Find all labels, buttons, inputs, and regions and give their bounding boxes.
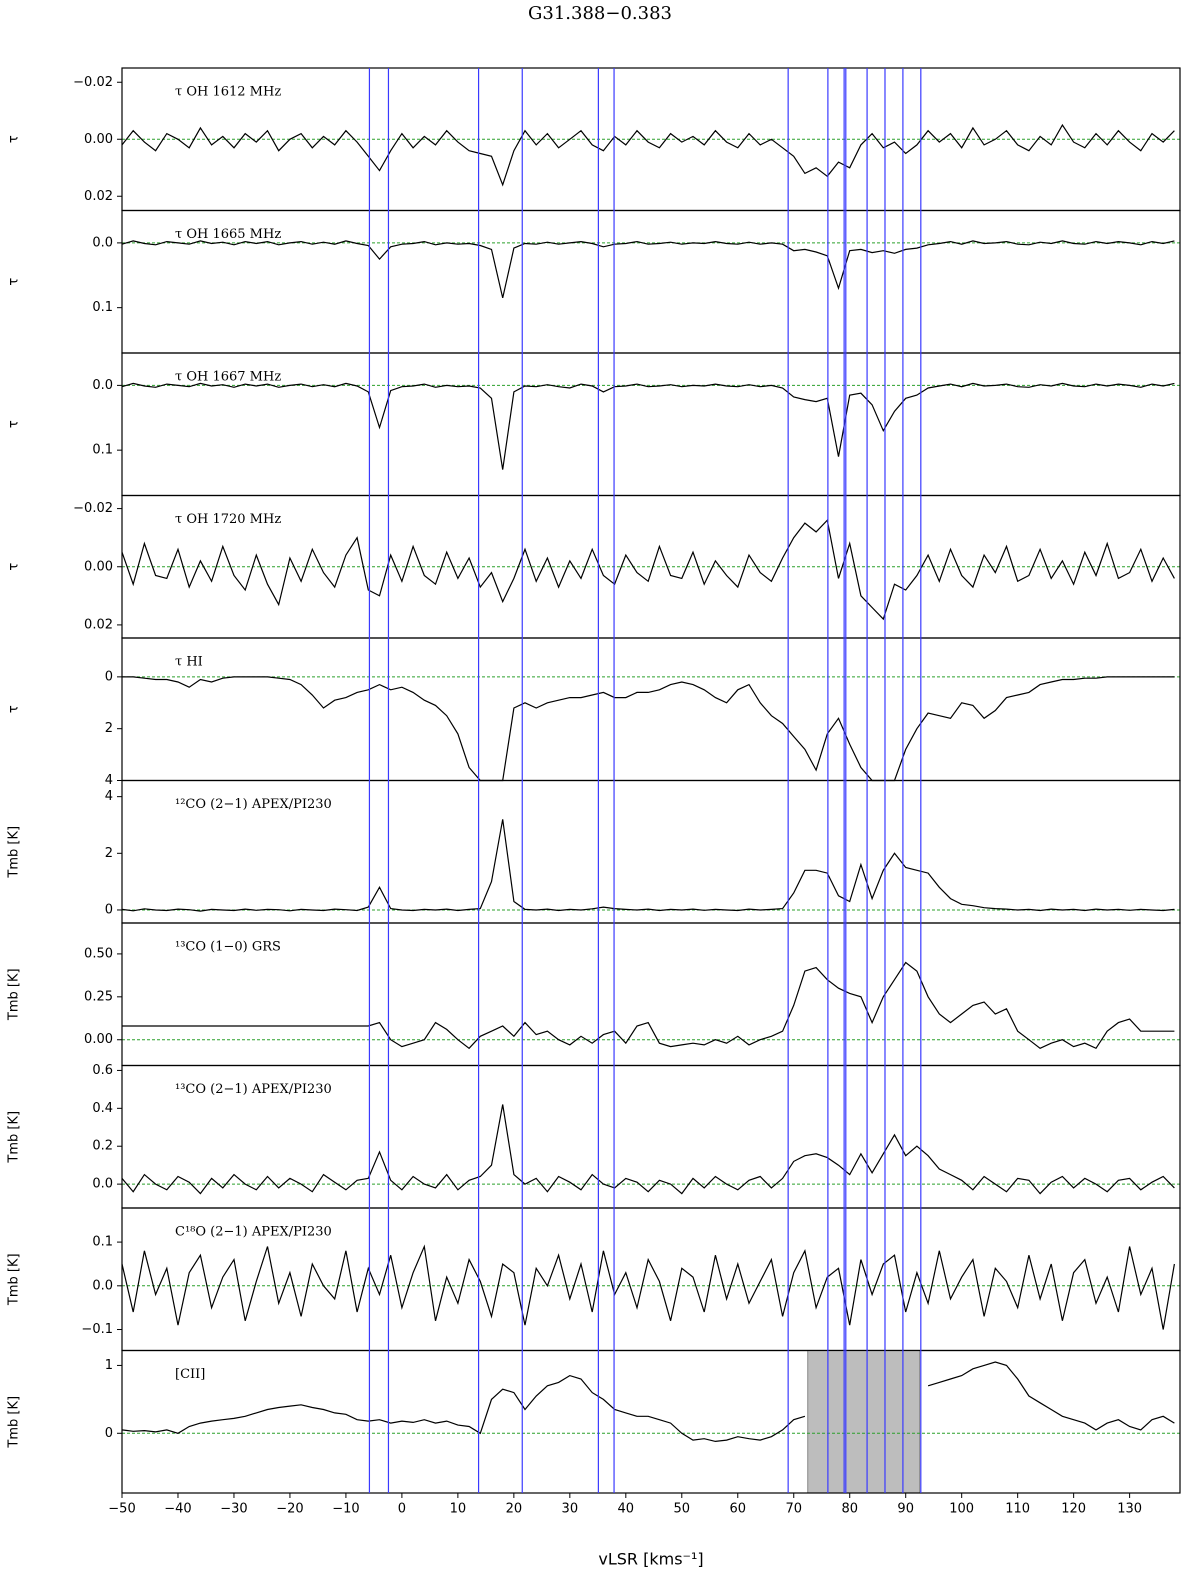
x-tick-label: 110 (1005, 1502, 1030, 1517)
y-axis-label: Tmb [K] (7, 1253, 22, 1306)
x-tick-label: −20 (276, 1502, 303, 1517)
y-tick-label: 0.6 (92, 1063, 113, 1078)
panel-label: ¹²CO (2−1) APEX/PI230 (175, 797, 332, 812)
spectrum (121, 240, 1175, 299)
y-tick-label: 0.1 (92, 443, 113, 458)
y-tick-label: 0.25 (84, 989, 113, 1004)
spectrum (122, 961, 1175, 1050)
x-tick-label: 10 (450, 1502, 467, 1517)
x-tick-label: 70 (785, 1502, 802, 1517)
y-tick-label: 0.00 (84, 132, 113, 147)
y-tick-label: −0.02 (73, 501, 113, 516)
x-tick-label: −50 (108, 1502, 135, 1517)
y-tick-label: 0.00 (84, 1032, 113, 1047)
panel-label: τ OH 1720 MHz (175, 512, 281, 527)
spectrum (121, 1104, 1175, 1195)
x-tick-label: 100 (949, 1502, 974, 1517)
spectrum (121, 123, 1175, 187)
panel-frame (121, 637, 1181, 782)
y-tick-label: 0.0 (92, 1177, 113, 1192)
y-tick-label: 0.00 (84, 559, 113, 574)
y-tick-label: 0.02 (84, 617, 113, 632)
y-tick-label: 4 (105, 773, 113, 788)
y-tick-label: 0.1 (92, 1235, 113, 1250)
x-tick-label: 60 (729, 1502, 746, 1517)
y-tick-label: −0.1 (81, 1322, 113, 1337)
x-tick-label: 80 (841, 1502, 858, 1517)
y-axis-label: Tmb [K] (7, 826, 22, 879)
x-tick-label: 0 (398, 1502, 406, 1517)
x-tick-label: 130 (1117, 1502, 1142, 1517)
y-tick-label: 0.02 (84, 189, 113, 204)
x-tick-label: −30 (220, 1502, 247, 1517)
x-tick-label: −40 (164, 1502, 191, 1517)
y-axis-label: τ (7, 563, 22, 571)
y-tick-label: 0.0 (92, 235, 113, 250)
panel-label: τ OH 1665 MHz (175, 227, 281, 242)
y-axis-label: Tmb [K] (7, 968, 22, 1021)
y-tick-label: 1 (105, 1358, 113, 1373)
x-tick-label: 50 (674, 1502, 691, 1517)
spectrum (121, 819, 1175, 912)
y-axis-label: Tmb [K] (7, 1396, 22, 1449)
chart-title: G31.388−0.383 (528, 3, 672, 24)
panel-label: τ HI (175, 655, 203, 670)
x-axis-label: vLSR [kms⁻¹] (598, 1550, 703, 1569)
panel-label: τ OH 1612 MHz (175, 85, 281, 100)
spectrum (121, 382, 1175, 470)
y-tick-label: 0.1 (92, 300, 113, 315)
y-axis-label: τ (7, 278, 22, 286)
x-tick-label: 40 (618, 1502, 635, 1517)
y-tick-label: 0 (105, 902, 113, 917)
spectrum (122, 676, 1175, 782)
x-tick-label: −10 (332, 1502, 359, 1517)
y-tick-label: 0 (105, 1426, 113, 1441)
x-tick-label: 120 (1061, 1502, 1086, 1517)
y-axis-label: τ (7, 420, 22, 428)
y-tick-label: 0.50 (84, 946, 113, 961)
y-tick-label: −0.02 (73, 75, 113, 90)
panel-label: C¹⁸O (2−1) APEX/PI230 (175, 1225, 332, 1240)
panel-frame (121, 1349, 1181, 1494)
y-axis-label: Tmb [K] (7, 1111, 22, 1164)
panel-label: [CII] (175, 1367, 205, 1382)
y-axis-label: τ (7, 705, 22, 713)
spectrum (121, 1244, 1175, 1330)
y-tick-label: 2 (105, 846, 113, 861)
y-axis-label: τ (7, 135, 22, 143)
y-tick-label: 0.4 (92, 1101, 113, 1116)
x-tick-label: 20 (506, 1502, 523, 1517)
panel-label: ¹³CO (2−1) APEX/PI230 (175, 1082, 332, 1097)
y-tick-label: 2 (105, 721, 113, 736)
x-tick-label: 30 (562, 1502, 579, 1517)
y-tick-label: 0 (105, 669, 113, 684)
spectrum (927, 1361, 1175, 1431)
y-tick-label: 4 (105, 789, 113, 804)
spectrum (121, 1374, 806, 1443)
y-tick-label: 0.0 (92, 1278, 113, 1293)
y-tick-label: 0.0 (92, 378, 113, 393)
y-tick-label: 0.2 (92, 1139, 113, 1154)
panel-label: ¹³CO (1−0) GRS (175, 940, 281, 955)
x-tick-label: 90 (897, 1502, 914, 1517)
spectrum (121, 518, 1175, 621)
panel-label: τ OH 1667 MHz (175, 370, 281, 385)
